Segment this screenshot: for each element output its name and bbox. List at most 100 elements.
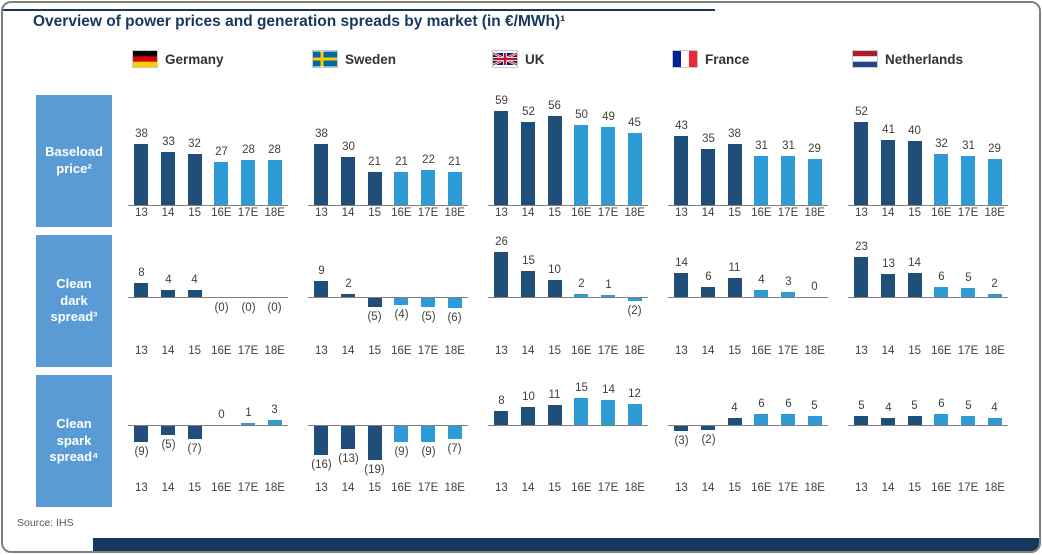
bar-15 (368, 426, 382, 460)
bar-13 (674, 426, 688, 431)
axis-line (848, 297, 1008, 298)
bar-13 (134, 426, 148, 442)
tick-label: 17E (237, 345, 259, 357)
bar-13 (854, 122, 868, 205)
value-label: 32 (935, 138, 948, 150)
axis-line (308, 425, 468, 426)
bar-17E (781, 156, 795, 205)
value-label: 59 (495, 95, 508, 107)
x-axis-ticks: 13 14 15 16E 17E 18E (668, 345, 828, 357)
tick-label: 15 (728, 482, 742, 494)
value-label: 4 (191, 274, 198, 286)
tick-label: 18E (444, 345, 465, 357)
bar-14 (881, 418, 895, 425)
x-axis-ticks: 13 14 15 16E 17E 18E (848, 207, 1008, 219)
value-label: 31 (755, 140, 768, 152)
value-label: 8 (498, 395, 505, 407)
x-axis-ticks: 13 14 15 16E 17E 18E (308, 207, 468, 219)
bar-17E (601, 127, 615, 205)
tick-label: 14 (701, 345, 715, 357)
tick-label: 13 (854, 345, 868, 357)
bar-17E (961, 416, 975, 425)
value-label: 5 (911, 400, 918, 412)
x-axis-ticks: 13 14 15 16E 17E 18E (668, 207, 828, 219)
chart-grid: Germany Sweden UK France Netherlands (36, 39, 1012, 515)
value-label: 31 (782, 140, 795, 152)
corner-spacer (36, 39, 112, 95)
tick-label: 16E (571, 482, 592, 494)
chart-baseload-uk: 59 52 56 50 49 45 13 14 15 16E 17E 18E (472, 95, 652, 235)
value-label: 0 (218, 409, 225, 421)
value-label: 38 (315, 128, 328, 140)
tick-label: 18E (804, 345, 825, 357)
bar-13 (134, 144, 148, 205)
row-label-clean-spark-spread: Clean spark spread⁴ (36, 375, 112, 507)
bar-16E (934, 287, 948, 297)
tick-label: 18E (624, 482, 645, 494)
axis-line (848, 425, 1008, 426)
chart-dark-spread-uk: 26 15 10 2 1 (2) 13 14 15 16E 17E 18E (472, 235, 652, 375)
market-header-uk: UK (472, 44, 652, 74)
tick-label: 18E (804, 482, 825, 494)
chart-baseload-france: 43 35 38 31 31 29 13 14 15 16E 17E 18E (652, 95, 832, 235)
tick-label: 18E (624, 345, 645, 357)
tick-label: 14 (701, 482, 715, 494)
tick-label: 16E (751, 482, 772, 494)
value-label: 35 (702, 133, 715, 145)
bar-18E (628, 133, 642, 205)
value-label: 26 (495, 236, 508, 248)
value-label: (9) (134, 446, 149, 458)
bar-14 (701, 426, 715, 430)
value-label: 10 (522, 391, 535, 403)
bar-18E (988, 294, 1002, 297)
value-label: 3 (785, 276, 792, 288)
bar-14 (521, 122, 535, 205)
value-label: 28 (242, 144, 255, 156)
value-label: 29 (988, 143, 1001, 155)
value-label: 31 (962, 140, 975, 152)
bar-18E (628, 298, 642, 301)
value-label: 21 (448, 156, 461, 168)
uk-flag-icon (492, 50, 518, 68)
value-label: (0) (241, 302, 256, 314)
value-label: 56 (548, 100, 561, 112)
tick-label: 16E (391, 345, 412, 357)
tick-label: 15 (548, 207, 562, 219)
bar-17E (241, 160, 255, 205)
bar-18E (808, 416, 822, 425)
bar-15 (548, 405, 562, 425)
value-label: 4 (991, 402, 998, 414)
axis-line (668, 205, 828, 206)
tick-label: 14 (521, 345, 535, 357)
bar-16E (754, 414, 768, 425)
chart-dark-spread-netherlands: 23 13 14 6 5 2 13 14 15 16E 17E 18E (832, 235, 1012, 375)
bar-14 (161, 426, 175, 435)
value-label: 1 (245, 407, 252, 419)
tick-label: 18E (444, 207, 465, 219)
bar-13 (314, 281, 328, 297)
axis-line (308, 205, 468, 206)
tick-label: 13 (314, 482, 328, 494)
bar-14 (881, 140, 895, 205)
value-label: 30 (342, 141, 355, 153)
axis-line (668, 425, 828, 426)
bar-16E (574, 125, 588, 205)
tick-label: 18E (264, 482, 285, 494)
value-label: 32 (188, 138, 201, 150)
tick-label: 15 (188, 345, 202, 357)
tick-label: 18E (984, 482, 1005, 494)
x-axis-ticks: 13 14 15 16E 17E 18E (308, 482, 468, 494)
tick-label: 16E (391, 482, 412, 494)
value-label: 4 (731, 402, 738, 414)
value-label: (4) (394, 309, 409, 321)
bar-16E (754, 156, 768, 205)
chart-baseload-netherlands: 52 41 40 32 31 29 13 14 15 16E 17E 18E (832, 95, 1012, 235)
bar-13 (854, 416, 868, 425)
bar-14 (881, 274, 895, 297)
tick-label: 18E (624, 207, 645, 219)
x-axis-ticks: 13 14 15 16E 17E 18E (848, 345, 1008, 357)
value-label: 33 (162, 136, 175, 148)
bar-17E (781, 414, 795, 425)
chart-dark-spread-germany: 8 4 4 (0) (0) (0) 13 14 15 16E 17E 18E (112, 235, 292, 375)
bar-13 (494, 111, 508, 205)
